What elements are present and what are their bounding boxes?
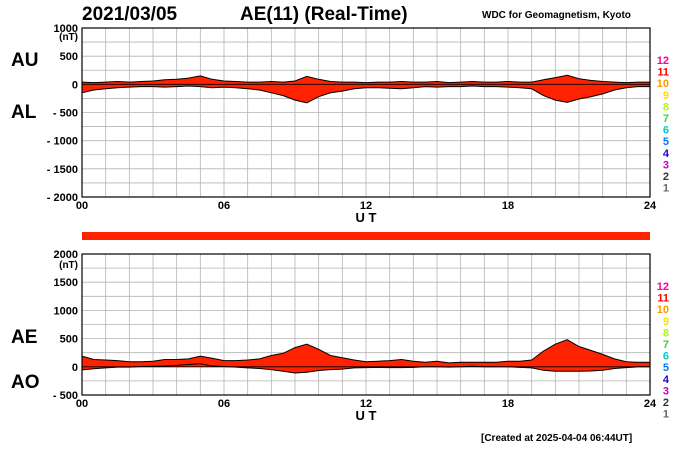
x-tick-label: 24 — [644, 398, 657, 410]
y-tick-label: - 500 — [53, 390, 78, 402]
station-number: 2 — [663, 171, 669, 183]
x-tick-label: 18 — [502, 398, 514, 410]
station-number: 1 — [663, 409, 669, 421]
plot-frame — [81, 27, 651, 198]
page-title-date: 2021/03/05 — [82, 4, 178, 25]
creation-timestamp: [Created at 2025-04-04 06:44UT] — [481, 433, 633, 444]
y-tick-label: 2000 — [54, 249, 78, 261]
station-number: 6 — [663, 125, 669, 137]
y-tick-label: 500 — [60, 51, 78, 63]
y-tick-label: - 2000 — [47, 192, 78, 204]
x-tick-label: 06 — [218, 200, 230, 212]
station-number: 12 — [657, 281, 669, 293]
series-line-al — [81, 85, 650, 104]
x-tick-label: 00 — [76, 398, 88, 410]
page-title-index: AE(11) (Real-Time) — [240, 4, 408, 25]
y-tick-label: - 1000 — [47, 136, 78, 148]
au-al-panel: 1000 500 0 - 500 - 1000 - 1500 - 2000 (nT) 00 06 1… — [47, 23, 657, 225]
series-area-al — [82, 84, 650, 103]
au-side-label: AU — [11, 50, 39, 71]
x-tick-label: 06 — [218, 398, 230, 410]
plot-frame — [81, 253, 651, 396]
station-number: 9 — [663, 90, 669, 102]
station-number: 10 — [657, 304, 669, 316]
station-number: 4 — [663, 148, 670, 160]
station-number: 12 — [657, 55, 669, 67]
x-axis-label: U T — [356, 408, 377, 423]
station-number: 5 — [663, 136, 669, 148]
al-side-label: AL — [11, 102, 37, 123]
station-number: 9 — [663, 316, 669, 328]
station-number: 4 — [663, 374, 670, 386]
ae-side-label: AE — [11, 327, 38, 348]
station-number: 11 — [657, 293, 669, 305]
y-tick-label: - 1500 — [47, 164, 78, 176]
y-tick-label: 1000 — [54, 305, 78, 317]
station-number: 3 — [663, 159, 669, 171]
y-unit-label: (nT) — [59, 260, 78, 271]
y-tick-label: - 500 — [53, 108, 78, 120]
y-unit-label: (nT) — [59, 32, 78, 43]
station-number: 8 — [663, 327, 669, 339]
station-number: 3 — [663, 385, 669, 397]
station-number: 2 — [663, 397, 669, 409]
x-tick-label: 12 — [360, 398, 372, 410]
series-area-ae — [82, 339, 650, 367]
x-tick-label: 00 — [76, 200, 88, 212]
y-tick-label: 0 — [72, 79, 78, 91]
series-area-au — [82, 75, 650, 85]
source-label: WDC for Geomagnetism, Kyoto — [482, 10, 631, 21]
station-number: 8 — [663, 101, 669, 113]
x-tick-label: 12 — [360, 200, 372, 212]
data-coverage-bar — [82, 232, 650, 240]
y-tick-label: 1500 — [54, 277, 78, 289]
y-tick-label: 500 — [60, 334, 78, 346]
station-number: 11 — [657, 67, 669, 79]
y-tick-label: 0 — [72, 362, 78, 374]
ae-ao-panel: 2000 1500 1000 500 0 - 500 (nT) 00 06 12 18 24 U T — [53, 249, 657, 423]
station-number: 1 — [663, 183, 669, 195]
series-line-ao — [81, 363, 650, 374]
ao-side-label: AO — [11, 372, 40, 393]
station-number: 6 — [663, 351, 669, 363]
x-tick-label: 24 — [644, 200, 657, 212]
station-number: 7 — [663, 113, 669, 125]
y-tick-label: 1000 — [54, 23, 78, 35]
series-line-ae — [81, 339, 650, 364]
x-axis-label: U T — [356, 210, 377, 225]
station-number: 10 — [657, 78, 669, 90]
station-number: 5 — [663, 362, 669, 374]
series-line-au — [81, 74, 650, 84]
station-number: 7 — [663, 339, 669, 351]
x-tick-label: 18 — [502, 200, 514, 212]
